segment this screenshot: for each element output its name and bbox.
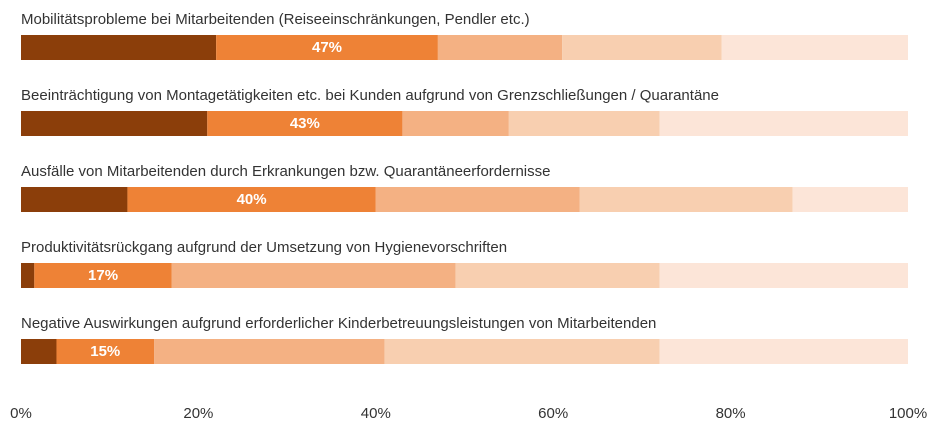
bar-label: 17% xyxy=(88,267,118,284)
category-label: Ausfälle von Mitarbeitenden durch Erkran… xyxy=(21,163,550,180)
x-tick-label: 60% xyxy=(538,405,568,422)
bar-segment xyxy=(375,187,580,212)
bar-segment xyxy=(171,263,456,288)
bar-segment xyxy=(21,263,35,288)
bar-label: 43% xyxy=(290,115,320,132)
bar-segment xyxy=(21,187,128,212)
category-label: Beeinträchtigung von Montagetätigkeiten … xyxy=(21,87,719,104)
bar-segment xyxy=(659,111,908,136)
bar-segment xyxy=(21,339,57,364)
x-tick-label: 100% xyxy=(889,405,927,422)
bar-segment xyxy=(562,35,722,60)
category-label: Negative Auswirkungen aufgrund erforderl… xyxy=(21,315,656,332)
bar-segment xyxy=(21,35,217,60)
category-label: Mobilitätsprobleme bei Mitarbeitenden (R… xyxy=(21,11,530,28)
bar-segment xyxy=(659,263,908,288)
bar-label: 47% xyxy=(312,39,342,56)
bar-segment xyxy=(154,339,385,364)
bar-segment xyxy=(437,35,563,60)
bar-segment xyxy=(579,187,793,212)
bar-segment xyxy=(56,339,155,364)
x-tick-label: 40% xyxy=(361,405,391,422)
bar-label: 15% xyxy=(90,343,120,360)
bar-segment xyxy=(402,111,509,136)
bar-segment xyxy=(216,35,438,60)
bar-label: 40% xyxy=(237,191,267,208)
bar-segment xyxy=(508,111,660,136)
bar-segment xyxy=(384,339,660,364)
x-tick-label: 20% xyxy=(183,405,213,422)
bar-segment xyxy=(34,263,172,288)
bar-segment xyxy=(659,339,908,364)
x-tick-label: 0% xyxy=(10,405,32,422)
bar-segment xyxy=(127,187,376,212)
x-tick-label: 80% xyxy=(716,405,746,422)
category-label: Produktivitätsrückgang aufgrund der Umse… xyxy=(21,239,507,256)
bar-segment xyxy=(792,187,908,212)
bar-segment xyxy=(721,35,908,60)
bar-segment xyxy=(21,111,208,136)
bar-segment xyxy=(207,111,403,136)
bar-segment xyxy=(455,263,660,288)
